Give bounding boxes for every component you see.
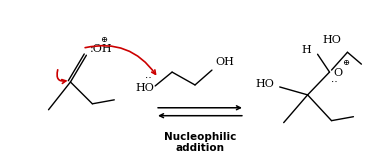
Text: HO: HO bbox=[135, 83, 154, 93]
Text: :OH: :OH bbox=[89, 44, 112, 54]
Text: ⋅⋅: ⋅⋅ bbox=[145, 74, 152, 82]
FancyArrowPatch shape bbox=[57, 70, 66, 83]
Text: OH: OH bbox=[215, 57, 234, 67]
FancyArrowPatch shape bbox=[85, 46, 156, 74]
Text: Nucleophilic
addition: Nucleophilic addition bbox=[164, 132, 236, 153]
Text: ⋅⋅: ⋅⋅ bbox=[331, 77, 338, 87]
Text: ⊕: ⊕ bbox=[100, 36, 107, 44]
Text: ⊕: ⊕ bbox=[342, 59, 349, 67]
Text: HO: HO bbox=[256, 79, 275, 89]
Text: H: H bbox=[302, 45, 312, 55]
Text: HO: HO bbox=[323, 35, 341, 45]
Text: O: O bbox=[334, 68, 343, 78]
